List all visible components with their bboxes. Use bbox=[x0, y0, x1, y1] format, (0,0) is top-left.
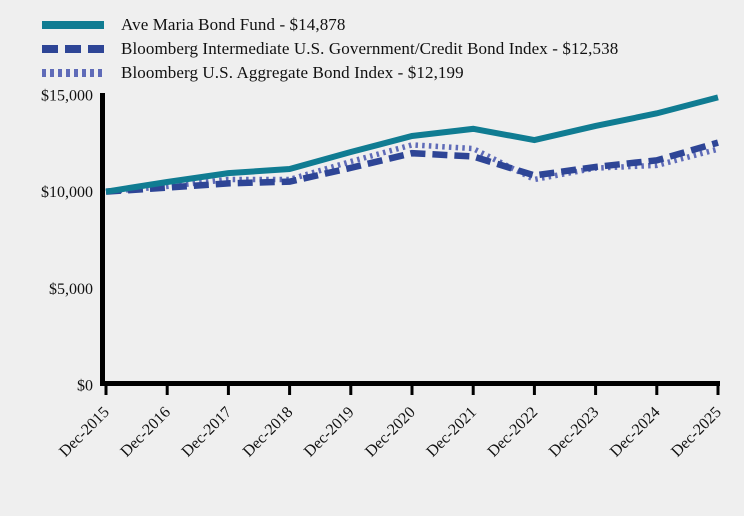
legend-label: Ave Maria Bond Fund - $14,878 bbox=[121, 15, 346, 34]
series-line-bloomberg-intermediate-u-s-government-credit-bond-index bbox=[105, 139, 719, 195]
y-axis-tick-label: $10,000 bbox=[41, 184, 93, 201]
y-axis-tick-label: $15,000 bbox=[41, 88, 93, 105]
series-line-ave-maria-bond-fund bbox=[105, 94, 719, 195]
legend-item-bloomberg-intermediate-index: Bloomberg Intermediate U.S. Government/C… bbox=[42, 39, 618, 59]
x-axis-tick-label: Dec-2023 bbox=[546, 404, 603, 461]
legend-label: Bloomberg U.S. Aggregate Bond Index - $1… bbox=[121, 63, 464, 82]
x-axis-tick-label: Dec-2015 bbox=[56, 404, 113, 461]
y-axis-tick-label: $5,000 bbox=[49, 281, 93, 298]
legend-swatch-solid-line-icon bbox=[42, 21, 104, 29]
x-axis-tick-label: Dec-2025 bbox=[668, 404, 725, 461]
legend-item-ave-maria-bond-fund: Ave Maria Bond Fund - $14,878 bbox=[42, 15, 618, 35]
x-axis-tick-label: Dec-2024 bbox=[607, 404, 664, 461]
x-axis-tick-label: Dec-2021 bbox=[423, 404, 480, 461]
chart-legend: Ave Maria Bond Fund - $14,878 Bloomberg … bbox=[42, 15, 618, 83]
x-axis-tick-label: Dec-2020 bbox=[362, 404, 419, 461]
x-axis-tick-label: Dec-2016 bbox=[117, 404, 174, 461]
x-axis-tick-label: Dec-2019 bbox=[301, 404, 358, 461]
x-axis-tick-label: Dec-2017 bbox=[179, 404, 236, 461]
legend-swatch-dashed-line-icon bbox=[42, 45, 104, 53]
legend-label: Bloomberg Intermediate U.S. Government/C… bbox=[121, 39, 619, 58]
legend-item-bloomberg-aggregate-index: Bloomberg U.S. Aggregate Bond Index - $1… bbox=[42, 63, 618, 83]
x-axis-tick-label: Dec-2022 bbox=[485, 404, 542, 461]
x-axis-tick-label: Dec-2018 bbox=[240, 404, 297, 461]
legend-swatch-dotted-line-icon bbox=[42, 69, 104, 77]
y-axis-tick-label: $0 bbox=[77, 378, 93, 395]
